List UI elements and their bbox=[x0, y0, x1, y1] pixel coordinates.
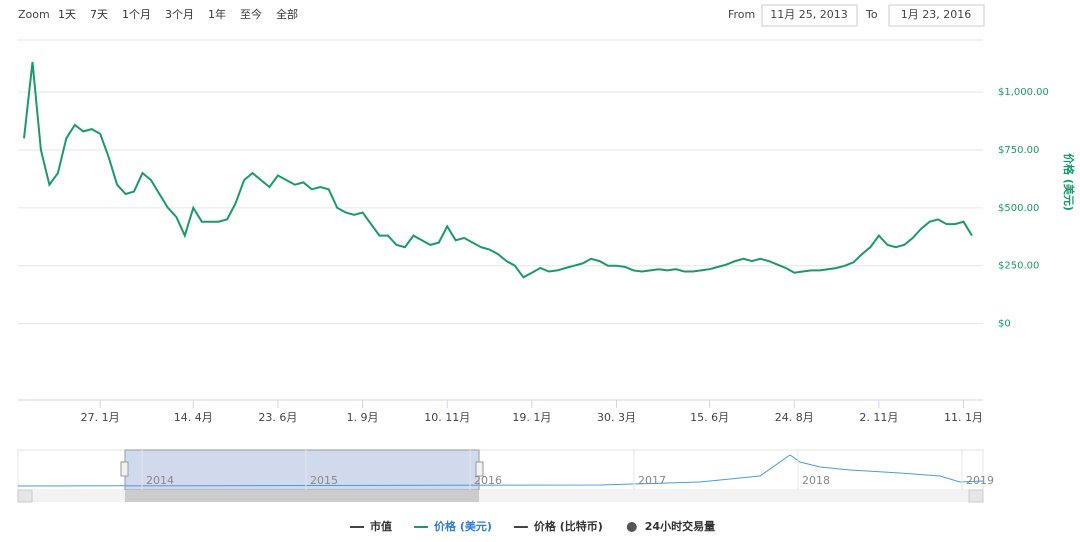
navigator bbox=[17, 449, 984, 491]
x-tick-label: 10. 11月 bbox=[424, 411, 470, 424]
to-label: To bbox=[865, 8, 878, 21]
legend-item[interactable]: 24小时交易量 bbox=[645, 519, 715, 533]
legend-item[interactable]: 市值 bbox=[370, 519, 392, 533]
x-tick-label: 15. 6月 bbox=[690, 411, 729, 424]
navigator-label: 2015 bbox=[310, 474, 338, 487]
navigator-handle[interactable] bbox=[475, 461, 484, 477]
from-label: From bbox=[728, 8, 755, 21]
zoom-button[interactable]: 至今 bbox=[240, 7, 262, 21]
navigator-label: 2019 bbox=[966, 474, 994, 487]
y-tick-label: $500.00 bbox=[998, 203, 1039, 214]
legend-item[interactable]: 价格 (比特币) bbox=[534, 519, 603, 533]
from-input-box[interactable] bbox=[761, 4, 858, 27]
navigator-label: 2017 bbox=[638, 474, 666, 487]
navigator-selection[interactable] bbox=[124, 449, 480, 491]
x-tick-label: 23. 6月 bbox=[258, 411, 297, 424]
navigator-label: 2018 bbox=[802, 474, 830, 487]
to-date[interactable]: 1月 23, 2016 bbox=[901, 8, 971, 21]
x-tick-label: 11. 1月 bbox=[944, 411, 983, 424]
x-tick-label: 19. 1月 bbox=[512, 411, 551, 424]
y-axis-title: 价格 (美元) bbox=[1062, 153, 1076, 211]
x-tick-label: 14. 4月 bbox=[174, 411, 213, 424]
to-input-box[interactable] bbox=[888, 4, 985, 27]
scroll-right-button[interactable] bbox=[968, 489, 984, 503]
y-tick-label: $250.00 bbox=[998, 261, 1039, 272]
zoom-button[interactable]: 1个月 bbox=[122, 8, 151, 21]
y-tick-label: $0 bbox=[998, 319, 1011, 330]
x-tick-label: 27. 1月 bbox=[81, 411, 120, 424]
x-tick-label: 1. 9月 bbox=[347, 411, 379, 424]
zoom-button[interactable]: 3个月 bbox=[165, 8, 194, 21]
x-tick-label: 24. 8月 bbox=[775, 411, 814, 424]
scrollbar-thumb[interactable] bbox=[125, 490, 479, 502]
legend-symbol bbox=[626, 522, 637, 532]
y-tick-label: $750.00 bbox=[998, 145, 1039, 156]
legend-item[interactable]: 价格 (美元) bbox=[434, 519, 492, 533]
zoom-button[interactable]: 全部 bbox=[276, 7, 298, 21]
y-tick-label: $1,000.00 bbox=[998, 87, 1049, 98]
x-tick-label: 30. 3月 bbox=[597, 411, 636, 424]
scroll-left-button[interactable] bbox=[17, 489, 33, 503]
zoom-button[interactable]: 1天 bbox=[58, 8, 76, 21]
from-date[interactable]: 11月 25, 2013 bbox=[770, 8, 847, 21]
x-tick-label: 2. 11月 bbox=[859, 411, 898, 424]
zoom-label: Zoom bbox=[18, 8, 50, 21]
zoom-button[interactable]: 7天 bbox=[90, 8, 108, 21]
zoom-button[interactable]: 1年 bbox=[208, 7, 226, 21]
navigator-label: 2014 bbox=[146, 474, 174, 487]
navigator-handle[interactable] bbox=[120, 461, 129, 477]
navigator-label: 2016 bbox=[474, 474, 502, 487]
price-line bbox=[23, 61, 973, 279]
navigator-line bbox=[17, 454, 984, 487]
